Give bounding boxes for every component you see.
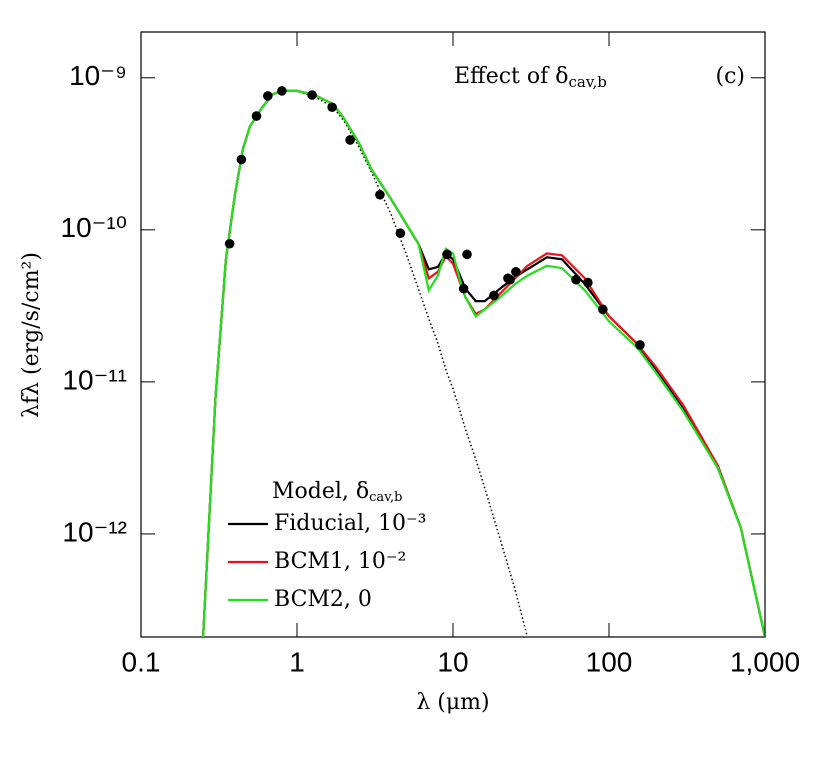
observation [345,135,355,145]
observation [571,274,581,285]
series-line [202,90,529,637]
observation [224,238,235,249]
x-tick-label: 10 [437,646,468,677]
observation [263,91,273,101]
plot-frame [140,31,766,638]
y-tick-label: 10⁻¹¹ [62,364,127,395]
observation [236,154,247,165]
x-tick-label: 1 [289,646,305,677]
legend-title: Model, δcav,b [272,479,402,505]
y-tick-label: 10⁻¹⁰ [61,212,127,243]
observation [635,340,645,350]
legend-title-text: Model, δ [272,479,369,504]
y-tick-label: 10⁻¹² [62,516,127,547]
panel-label: (c) [716,64,746,89]
observation [505,274,515,285]
x-tick-label: 0.1 [122,646,161,677]
observation [511,266,521,277]
annotation-sub: cav,b [569,73,607,91]
x-tick-label: 100 [586,646,633,677]
observation [489,290,499,301]
observation [375,189,385,200]
legend-label: Fiducial, 10⁻³ [274,511,426,536]
lines [202,86,765,637]
observation [442,249,452,260]
observation [462,249,472,260]
legend-label: BCM1, 10⁻² [274,549,406,574]
observation [583,277,593,288]
annotation-text: Effect of δ [454,64,569,89]
x-axis-label: λ (μm) [416,690,489,715]
observation [307,90,317,100]
annotation: Effect of δcav,b [454,64,607,91]
observation [251,111,262,121]
observation [277,86,287,96]
x-tick-label: 1,000 [730,646,800,677]
y-axis-label: λfλ (erg/s/cm²) [19,252,44,418]
y-tick-label: 10⁻⁹ [69,60,127,91]
observation [458,283,469,294]
legend-title-sub: cav,b [369,490,402,505]
observation [327,102,337,113]
observation [395,228,406,239]
legend-label: BCM2, 0 [274,587,372,612]
observation [598,304,608,315]
